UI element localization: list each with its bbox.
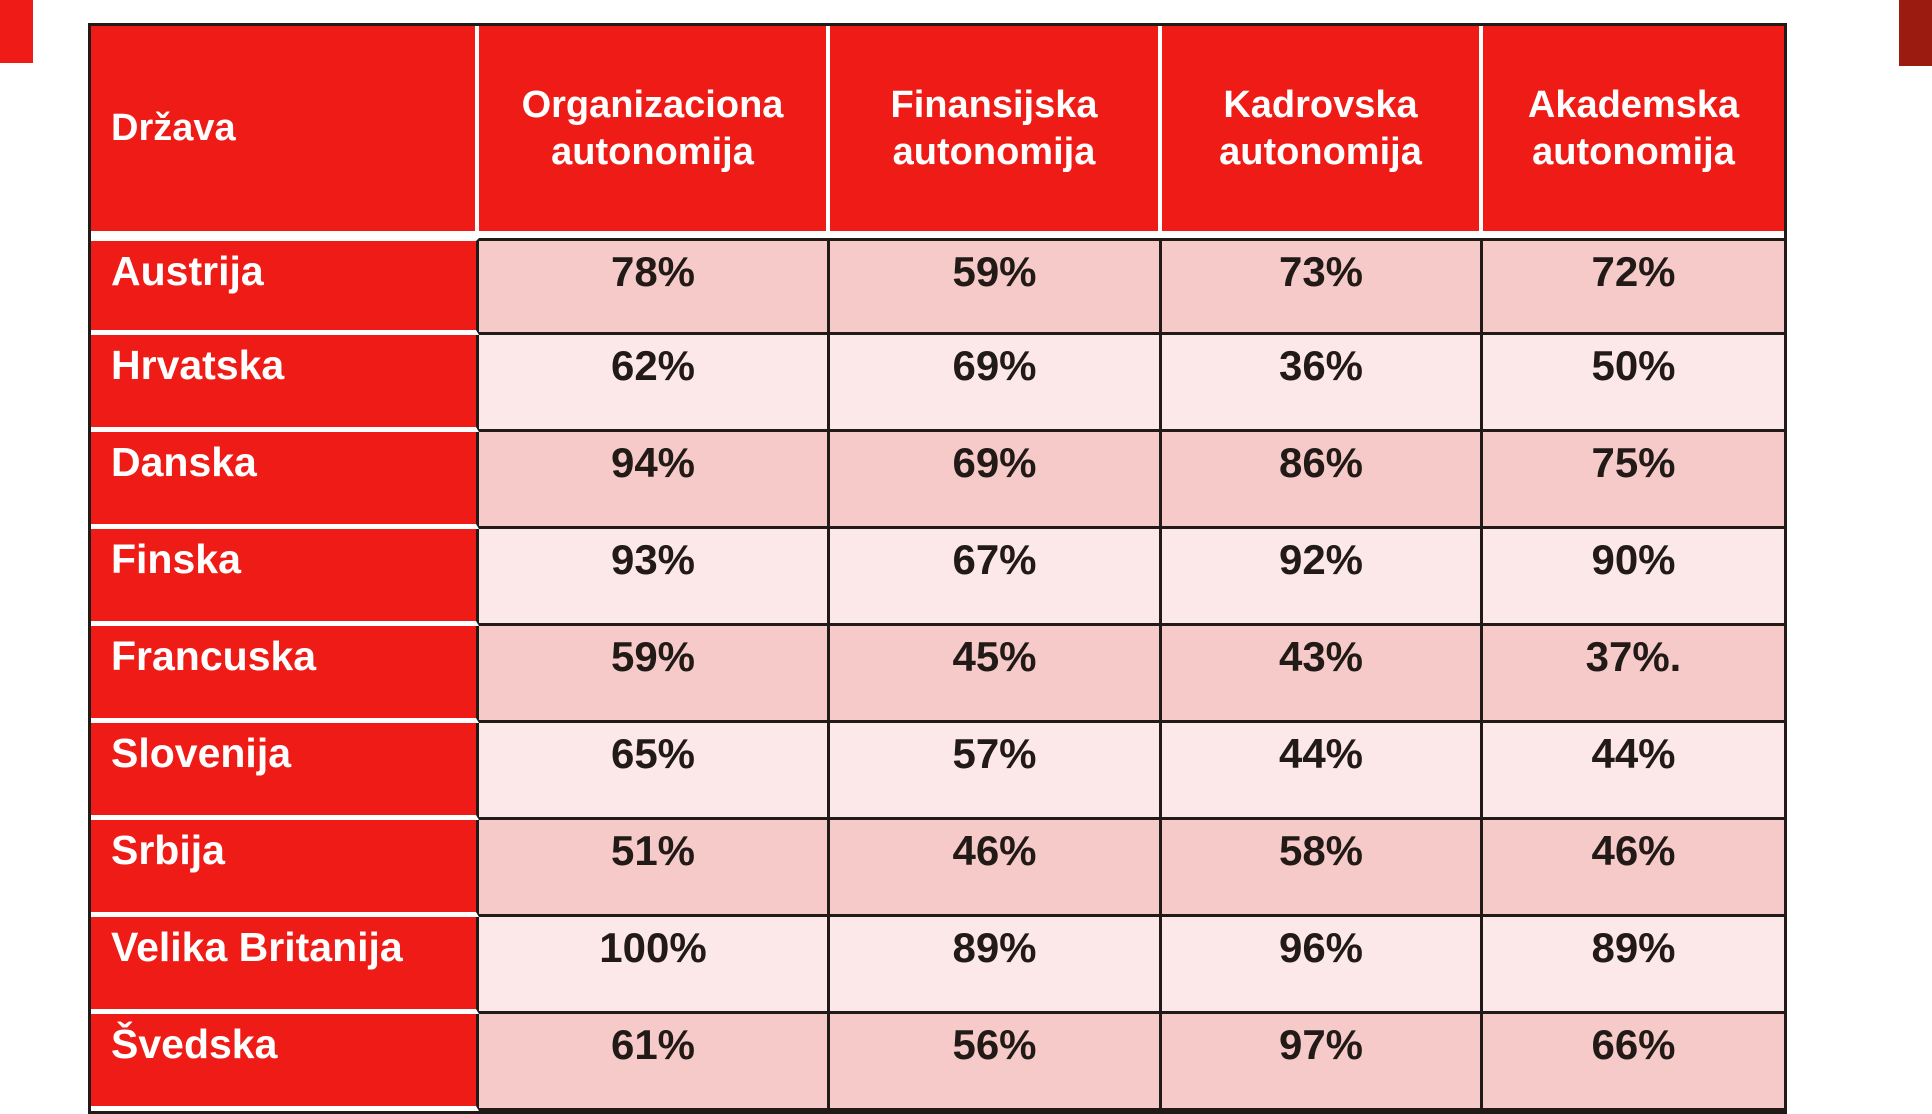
country-label-cell: Srbija xyxy=(91,820,479,917)
value-cell: 65% xyxy=(479,723,830,820)
value-cell: 57% xyxy=(830,723,1162,820)
value-cell: 43% xyxy=(1162,626,1483,723)
value-cell: 59% xyxy=(830,238,1162,335)
value-cell: 46% xyxy=(830,820,1162,917)
column-header: Akademska autonomija xyxy=(1483,26,1784,238)
value-cell: 75% xyxy=(1483,432,1784,529)
value-cell: 61% xyxy=(479,1014,830,1111)
university-autonomy-table: Država Organizaciona autonomija Finansijsk… xyxy=(88,23,1787,1114)
value-cell: 44% xyxy=(1162,723,1483,820)
value-cell: 93% xyxy=(479,529,830,626)
value-cell: 45% xyxy=(830,626,1162,723)
value-cell: 86% xyxy=(1162,432,1483,529)
value-cell: 62% xyxy=(479,335,830,432)
value-cell: 72% xyxy=(1483,238,1784,335)
country-label-cell: Finska xyxy=(91,529,479,626)
top-left-accent-square xyxy=(0,0,33,63)
value-cell: 89% xyxy=(1483,917,1784,1014)
country-label-cell: Velika Britanija xyxy=(91,917,479,1014)
country-label-cell: Austrija xyxy=(91,238,479,335)
value-cell: 90% xyxy=(1483,529,1784,626)
country-label-cell: Hrvatska xyxy=(91,335,479,432)
value-cell: 50% xyxy=(1483,335,1784,432)
value-cell: 46% xyxy=(1483,820,1784,917)
value-cell: 69% xyxy=(830,432,1162,529)
column-header: Kadrovska autonomija xyxy=(1162,26,1483,238)
column-header-country: Država xyxy=(91,26,479,238)
value-cell: 66% xyxy=(1483,1014,1784,1111)
value-cell: 78% xyxy=(479,238,830,335)
value-cell: 56% xyxy=(830,1014,1162,1111)
column-header: Finansijska autonomija xyxy=(830,26,1162,238)
value-cell: 69% xyxy=(830,335,1162,432)
value-cell: 67% xyxy=(830,529,1162,626)
value-cell: 58% xyxy=(1162,820,1483,917)
value-cell: 51% xyxy=(479,820,830,917)
country-label-cell: Slovenija xyxy=(91,723,479,820)
value-cell: 73% xyxy=(1162,238,1483,335)
value-cell: 94% xyxy=(479,432,830,529)
value-cell: 89% xyxy=(830,917,1162,1014)
value-cell: 36% xyxy=(1162,335,1483,432)
top-right-accent-square xyxy=(1899,0,1932,66)
value-cell: 96% xyxy=(1162,917,1483,1014)
value-cell: 97% xyxy=(1162,1014,1483,1111)
value-cell: 37%. xyxy=(1483,626,1784,723)
value-cell: 92% xyxy=(1162,529,1483,626)
value-cell: 44% xyxy=(1483,723,1784,820)
value-cell: 59% xyxy=(479,626,830,723)
column-header: Organizaciona autonomija xyxy=(479,26,830,238)
country-label-cell: Danska xyxy=(91,432,479,529)
value-cell: 100% xyxy=(479,917,830,1014)
country-label-cell: Švedska xyxy=(91,1014,479,1111)
country-label-cell: Francuska xyxy=(91,626,479,723)
